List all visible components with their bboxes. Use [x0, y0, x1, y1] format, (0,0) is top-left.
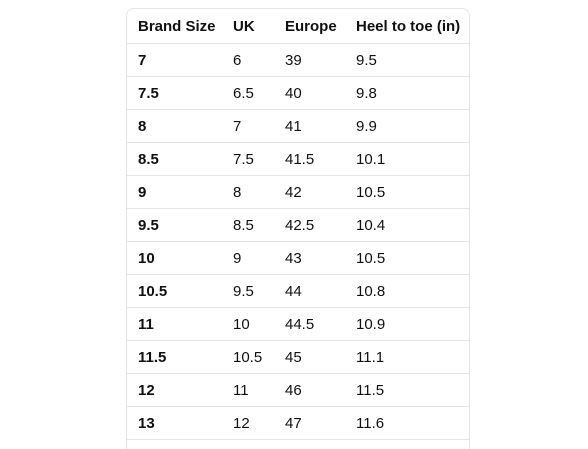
- table-row: 10.5 9.5 44 10.8: [127, 275, 469, 308]
- heel-to-toe-cell: 10.5: [356, 183, 386, 201]
- brand-size-cell: 8.5: [138, 150, 159, 168]
- uk-cell: 6.5: [233, 84, 254, 102]
- heel-to-toe-cell: 10.9: [356, 315, 386, 333]
- heel-to-toe-cell: 11.5: [356, 381, 385, 399]
- heel-to-toe-cell: 9.9: [356, 117, 377, 135]
- size-chart: Brand Size UK Europe Heel to toe (in) 7 …: [126, 8, 470, 449]
- table-row: 11.5 10.5 45 11.1: [127, 341, 469, 374]
- brand-size-cell: 9: [138, 183, 147, 201]
- header-europe: Europe: [285, 17, 337, 35]
- size-chart-table: Brand Size UK Europe Heel to toe (in) 7 …: [127, 9, 469, 440]
- heel-to-toe-cell: 9.5: [356, 51, 377, 69]
- brand-size-cell: 8: [138, 117, 147, 135]
- europe-cell: 47: [285, 414, 302, 432]
- table-header-row: Brand Size UK Europe Heel to toe (in): [127, 9, 469, 44]
- europe-cell: 42.5: [285, 216, 315, 234]
- europe-cell: 44.5: [285, 315, 315, 333]
- heel-to-toe-cell: 11.1: [356, 348, 385, 366]
- uk-cell: 12: [233, 414, 250, 432]
- table-row: 7 6 39 9.5: [127, 44, 469, 77]
- europe-cell: 41: [285, 117, 302, 135]
- header-brand-size: Brand Size: [138, 17, 216, 35]
- uk-cell: 7.5: [233, 150, 254, 168]
- heel-to-toe-cell: 10.1: [356, 150, 386, 168]
- header-uk: UK: [233, 17, 255, 35]
- uk-cell: 9.5: [233, 282, 254, 300]
- uk-cell: 10: [233, 315, 250, 333]
- header-heel-to-toe: Heel to toe (in): [356, 17, 461, 35]
- heel-to-toe-cell: 10.8: [356, 282, 386, 300]
- uk-cell: 7: [233, 117, 242, 135]
- uk-cell: 6: [233, 51, 242, 69]
- uk-cell: 8.5: [233, 216, 254, 234]
- table-row: 11 10 44.5 10.9: [127, 308, 469, 341]
- brand-size-cell: 7: [138, 51, 147, 69]
- europe-cell: 45: [285, 348, 302, 366]
- brand-size-cell: 10.5: [138, 282, 168, 300]
- europe-cell: 44: [285, 282, 302, 300]
- europe-cell: 41.5: [285, 150, 315, 168]
- table-row: 12 11 46 11.5: [127, 374, 469, 407]
- brand-size-cell: 13: [138, 414, 155, 432]
- heel-to-toe-cell: 9.8: [356, 84, 377, 102]
- europe-cell: 40: [285, 84, 302, 102]
- brand-size-cell: 11: [138, 315, 154, 333]
- brand-size-cell: 9.5: [138, 216, 159, 234]
- table-row: 8 7 41 9.9: [127, 110, 469, 143]
- table-row: 7.5 6.5 40 9.8: [127, 77, 469, 110]
- europe-cell: 43: [285, 249, 302, 267]
- heel-to-toe-cell: 10.4: [356, 216, 386, 234]
- table-row: 13 12 47 11.6: [127, 407, 469, 440]
- table-row: 9.5 8.5 42.5 10.4: [127, 209, 469, 242]
- table-row: 9 8 42 10.5: [127, 176, 469, 209]
- heel-to-toe-cell: 11.6: [356, 414, 385, 432]
- europe-cell: 46: [285, 381, 302, 399]
- europe-cell: 42: [285, 183, 302, 201]
- table-row: 8.5 7.5 41.5 10.1: [127, 143, 469, 176]
- brand-size-cell: 10: [138, 249, 155, 267]
- brand-size-cell: 11.5: [138, 348, 167, 366]
- heel-to-toe-cell: 10.5: [356, 249, 386, 267]
- uk-cell: 9: [233, 249, 242, 267]
- table-row: 10 9 43 10.5: [127, 242, 469, 275]
- uk-cell: 11: [233, 381, 249, 399]
- europe-cell: 39: [285, 51, 302, 69]
- brand-size-cell: 12: [138, 381, 155, 399]
- uk-cell: 8: [233, 183, 242, 201]
- uk-cell: 10.5: [233, 348, 263, 366]
- brand-size-cell: 7.5: [138, 84, 159, 102]
